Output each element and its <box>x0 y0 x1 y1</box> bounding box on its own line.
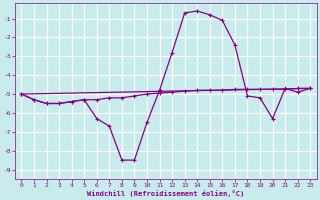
X-axis label: Windchill (Refroidissement éolien,°C): Windchill (Refroidissement éolien,°C) <box>87 190 244 197</box>
